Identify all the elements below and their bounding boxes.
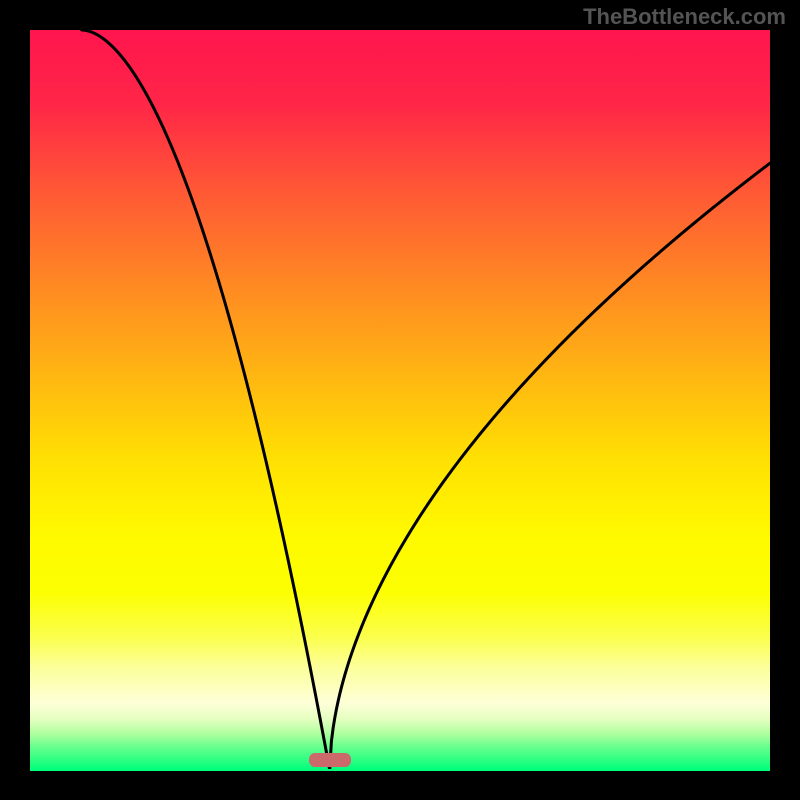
watermark-text: TheBottleneck.com xyxy=(583,4,786,30)
baseline xyxy=(30,769,770,771)
curve-path xyxy=(82,30,770,770)
plot-area xyxy=(30,30,770,770)
bottleneck-curve xyxy=(30,30,770,770)
optimal-marker xyxy=(309,753,351,767)
